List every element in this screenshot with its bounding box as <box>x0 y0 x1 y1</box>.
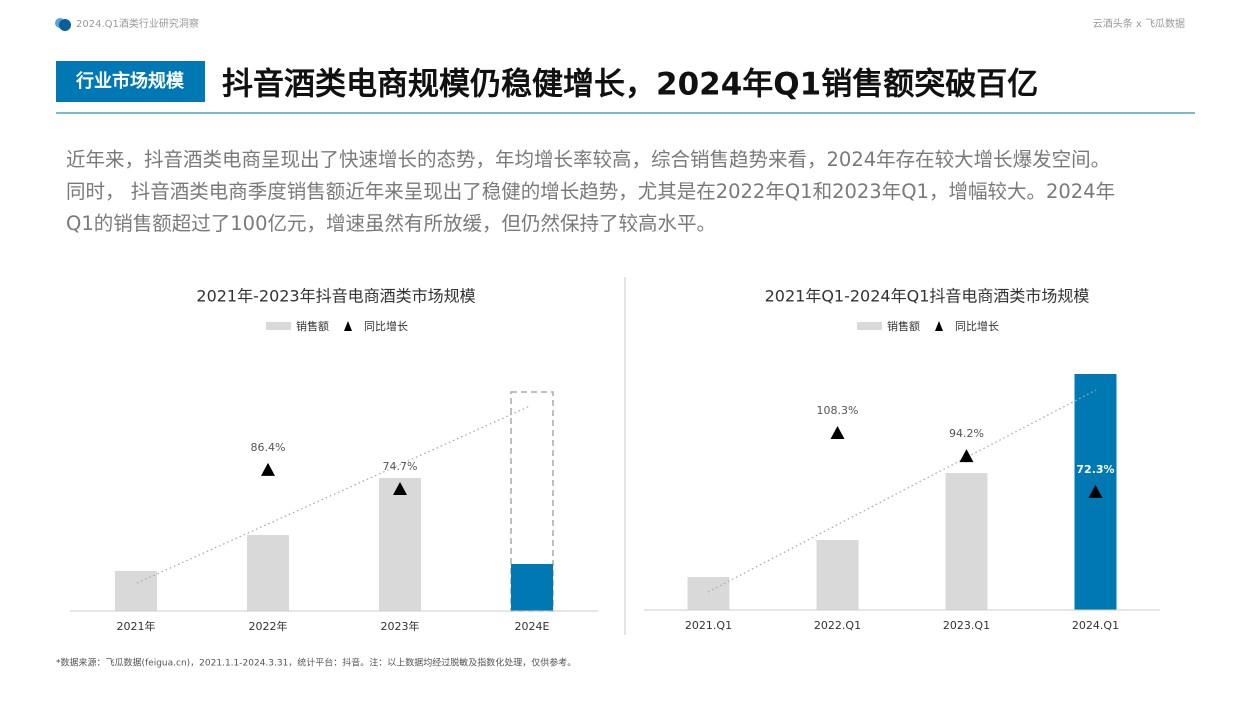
trend-line <box>707 389 1097 593</box>
data-label: 72.3% <box>1076 463 1114 476</box>
bar <box>247 535 289 611</box>
legend-label: 销售额 <box>296 319 329 333</box>
growth-marker <box>261 462 275 476</box>
legend-swatch <box>857 322 882 330</box>
x-tick-label: 2023.Q1 <box>943 619 990 632</box>
x-tick-label: 2022.Q1 <box>814 619 861 632</box>
legend-marker <box>935 321 943 331</box>
chart-title: 2021年-2023年抖音电商酒类市场规模 <box>196 287 475 306</box>
bar <box>379 478 421 611</box>
x-tick-label: 2021.Q1 <box>685 619 732 632</box>
legend-label: 销售额 <box>887 319 920 333</box>
bar <box>816 540 859 610</box>
chart-title: 2021年Q1-2024年Q1抖音电商酒类市场规模 <box>765 287 1090 306</box>
logo <box>59 19 71 31</box>
legend-marker <box>344 321 352 331</box>
bar <box>945 473 988 610</box>
legend-label: 同比增长 <box>955 319 999 333</box>
x-tick-label: 2023年 <box>381 619 420 633</box>
legend-label: 同比增长 <box>364 319 408 333</box>
growth-marker <box>830 426 845 440</box>
x-tick-label: 2022年 <box>249 619 288 633</box>
data-label: 108.3% <box>817 404 859 417</box>
brand: 云酒头条 x 飞瓜数据 <box>1093 17 1185 30</box>
x-tick-label: 2024E <box>515 620 550 633</box>
trend-line <box>136 405 531 584</box>
report-name: 2024.Q1酒类行业研究洞察 <box>76 17 199 30</box>
x-tick-label: 2024.Q1 <box>1072 619 1119 632</box>
paragraph-line: 同时， 抖音酒类电商季度销售额近年来呈现出了稳健的增长趋势，尤其是在2022年Q… <box>66 180 1116 203</box>
legend-swatch <box>266 322 291 330</box>
bar <box>511 564 553 611</box>
x-tick-label: 2021年 <box>117 619 156 633</box>
bar <box>687 577 730 610</box>
paragraph-line: Q1的销售额超过了100亿元，增速虽然有所放缓，但仍然保持了较高水平。 <box>66 212 716 235</box>
title: 抖音酒类电商规模仍稳健增长，2024年Q1销售额突破百亿 <box>222 67 1038 103</box>
paragraph: 近年来，抖音酒类电商呈现出了快速增长的态势，年均增长率较高，综合销售趋势来看，2… <box>66 144 1236 240</box>
growth-marker <box>959 449 974 463</box>
tag-box <box>56 61 205 102</box>
data-label: 94.2% <box>949 427 984 440</box>
data-label: 74.7% <box>383 460 418 473</box>
data-label: 86.4% <box>251 441 286 454</box>
growth-marker <box>1088 484 1103 498</box>
tag: 行业市场规模 <box>75 70 185 92</box>
footnote: *数据来源：飞瓜数据(feigua.cn)，2021.1.1-2024.3.31… <box>56 657 576 669</box>
growth-marker <box>393 481 407 495</box>
paragraph-line: 近年来，抖音酒类电商呈现出了快速增长的态势，年均增长率较高，综合销售趋势来看，2… <box>66 148 1111 171</box>
